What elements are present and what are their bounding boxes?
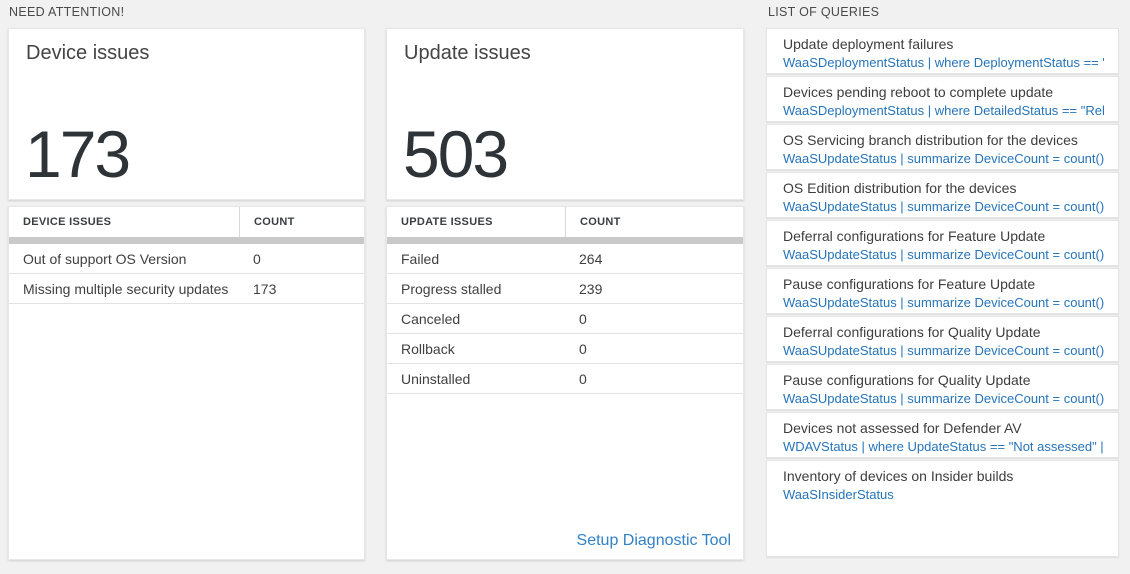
need-attention-section-label: NEED ATTENTION!	[9, 5, 125, 19]
device-issues-count: 173	[25, 117, 131, 191]
table-row[interactable]: Progress stalled 239	[387, 274, 743, 304]
table-row[interactable]: Missing multiple security updates 173	[9, 274, 364, 304]
query-text: WaaSUpdateStatus | summarize DeviceCount…	[783, 343, 1104, 358]
issue-label: Progress stalled	[401, 280, 502, 297]
table-header-divider	[9, 237, 364, 244]
query-list-item[interactable]: OS Edition distribution for the devices …	[766, 172, 1119, 218]
issue-count: 239	[579, 280, 603, 297]
issue-label: Canceled	[401, 310, 461, 327]
query-title: Inventory of devices on Insider builds	[783, 468, 1014, 484]
issue-count: 0	[579, 310, 587, 327]
query-text: WaaSDeploymentStatus | where DetailedSta…	[783, 103, 1104, 118]
query-text: WaaSUpdateStatus | summarize DeviceCount…	[783, 151, 1104, 166]
table-header-divider	[387, 237, 743, 244]
query-text: WaaSUpdateStatus | summarize DeviceCount…	[783, 391, 1104, 406]
issue-label: Failed	[401, 250, 440, 267]
device-count-column-header: COUNT	[239, 207, 364, 237]
query-title: Deferral configurations for Quality Upda…	[783, 324, 1041, 340]
update-issues-table-header: UPDATE ISSUES COUNT	[387, 207, 743, 237]
table-row[interactable]: Uninstalled 0	[387, 364, 743, 394]
query-list-item[interactable]: Update deployment failures WaaSDeploymen…	[766, 28, 1119, 74]
issue-label: Missing multiple security updates	[23, 280, 229, 297]
device-issues-title: Device issues	[26, 42, 150, 64]
query-title: Devices pending reboot to complete updat…	[783, 84, 1054, 100]
query-list-item[interactable]: OS Servicing branch distribution for the…	[766, 124, 1119, 170]
table-row[interactable]: Out of support OS Version 0	[9, 244, 364, 274]
device-issues-column-header: DEVICE ISSUES	[23, 216, 112, 228]
device-issues-tile[interactable]: Device issues 173	[8, 28, 365, 200]
query-text: WaaSDeploymentStatus | where DeploymentS…	[783, 55, 1104, 70]
query-list-item[interactable]: Deferral configurations for Quality Upda…	[766, 316, 1119, 362]
query-title: Devices not assessed for Defender AV	[783, 420, 1022, 436]
query-list-item[interactable]: Pause configurations for Quality Update …	[766, 364, 1119, 410]
query-title: OS Edition distribution for the devices	[783, 180, 1017, 196]
query-text: WaaSUpdateStatus | summarize DeviceCount…	[783, 199, 1104, 214]
update-count-column-header: COUNT	[565, 207, 743, 237]
table-row[interactable]: Canceled 0	[387, 304, 743, 334]
query-text: WaaSUpdateStatus | summarize DeviceCount…	[783, 247, 1104, 262]
query-title: Update deployment failures	[783, 36, 954, 52]
query-text: WDAVStatus | where UpdateStatus == "Not …	[783, 439, 1104, 454]
issue-label: Rollback	[401, 340, 455, 357]
issue-count: 0	[253, 250, 261, 267]
table-row[interactable]: Failed 264	[387, 244, 743, 274]
query-text: WaaSUpdateStatus | summarize DeviceCount…	[783, 295, 1104, 310]
query-list-item[interactable]: Pause configurations for Feature Update …	[766, 268, 1119, 314]
queries-list: Update deployment failures WaaSDeploymen…	[766, 28, 1119, 557]
update-issues-column-header: UPDATE ISSUES	[401, 216, 493, 228]
issue-count: 0	[579, 370, 587, 387]
issue-count: 0	[579, 340, 587, 357]
query-title: Deferral configurations for Feature Upda…	[783, 228, 1046, 244]
issue-label: Uninstalled	[401, 370, 471, 387]
issue-label: Out of support OS Version	[23, 250, 187, 267]
device-issues-table: DEVICE ISSUES COUNT Out of support OS Ve…	[8, 206, 365, 560]
list-of-queries-section-label: LIST OF QUERIES	[768, 5, 880, 19]
query-title: OS Servicing branch distribution for the…	[783, 132, 1078, 148]
update-issues-table: UPDATE ISSUES COUNT Failed 264 Progress …	[386, 206, 744, 560]
update-issues-tile[interactable]: Update issues 503	[386, 28, 744, 200]
setup-diagnostic-tool-link[interactable]: Setup Diagnostic Tool	[576, 532, 731, 549]
query-title: Pause configurations for Quality Update	[783, 372, 1031, 388]
table-row[interactable]: Rollback 0	[387, 334, 743, 364]
query-text: WaaSInsiderStatus	[783, 487, 894, 502]
issue-count: 264	[579, 250, 603, 267]
issue-count: 173	[253, 280, 277, 297]
query-list-item[interactable]: Deferral configurations for Feature Upda…	[766, 220, 1119, 266]
update-issues-count: 503	[403, 117, 509, 191]
update-issues-title: Update issues	[404, 42, 531, 64]
query-list-item[interactable]: Devices pending reboot to complete updat…	[766, 76, 1119, 122]
device-issues-table-header: DEVICE ISSUES COUNT	[9, 207, 364, 237]
query-list-item[interactable]: Inventory of devices on Insider builds W…	[766, 460, 1119, 557]
query-title: Pause configurations for Feature Update	[783, 276, 1036, 292]
query-list-item[interactable]: Devices not assessed for Defender AV WDA…	[766, 412, 1119, 458]
